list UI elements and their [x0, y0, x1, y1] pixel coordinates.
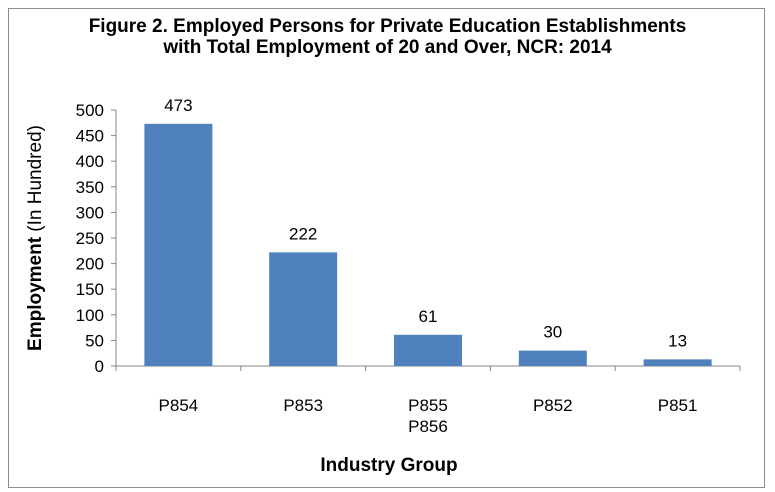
y-tick-label: 200 — [76, 255, 104, 274]
x-tick-label: P851 — [658, 396, 698, 415]
x-axis: P854 P853 P855 P856 P852 P851 — [115, 365, 741, 436]
y-tick-label: 500 — [76, 101, 104, 120]
chart-title-line-2: with Total Employment of 20 and Over, NC… — [163, 37, 612, 58]
y-tick-label: 150 — [76, 280, 104, 299]
y-tick-label: 50 — [85, 331, 104, 350]
y-tick-label: 100 — [76, 306, 104, 325]
data-label: 30 — [543, 323, 562, 342]
bar — [643, 359, 712, 366]
data-labels: 473 222 61 30 13 — [164, 96, 687, 351]
chart-title: Figure 2. Employed Persons for Private E… — [10, 16, 765, 58]
y-axis-title-rest: (In Hundred) — [25, 125, 46, 237]
data-label: 222 — [289, 224, 317, 243]
y-tick-label: 400 — [76, 152, 104, 171]
y-tick-label: 0 — [95, 357, 104, 376]
bar — [394, 334, 462, 366]
data-label: 473 — [164, 96, 192, 115]
bars — [144, 123, 712, 366]
x-tick-label: P853 — [283, 396, 323, 415]
y-axis: 0 50 100 150 200 250 300 350 400 450 500 — [76, 101, 117, 376]
y-axis-title: Employment (In Hundred) — [25, 125, 46, 351]
x-axis-title: Industry Group — [320, 455, 457, 476]
bar — [518, 350, 587, 366]
x-tick-label: P852 — [533, 396, 573, 415]
data-label: 61 — [419, 307, 438, 326]
bar — [144, 123, 213, 366]
bar — [269, 252, 338, 366]
y-tick-label: 350 — [76, 178, 104, 197]
chart-title-line-1: Figure 2. Employed Persons for Private E… — [88, 16, 687, 37]
y-axis-title-bold: Employment — [25, 236, 46, 351]
y-tick-label: 250 — [76, 229, 104, 248]
x-tick-label: P856 — [408, 417, 448, 436]
x-tick-label: P855 — [408, 396, 448, 415]
y-tick-label: 300 — [76, 203, 104, 222]
y-tick-label: 450 — [76, 127, 104, 146]
chart-frame — [8, 8, 765, 488]
data-label: 13 — [668, 331, 687, 350]
x-tick-label: P854 — [159, 396, 199, 415]
